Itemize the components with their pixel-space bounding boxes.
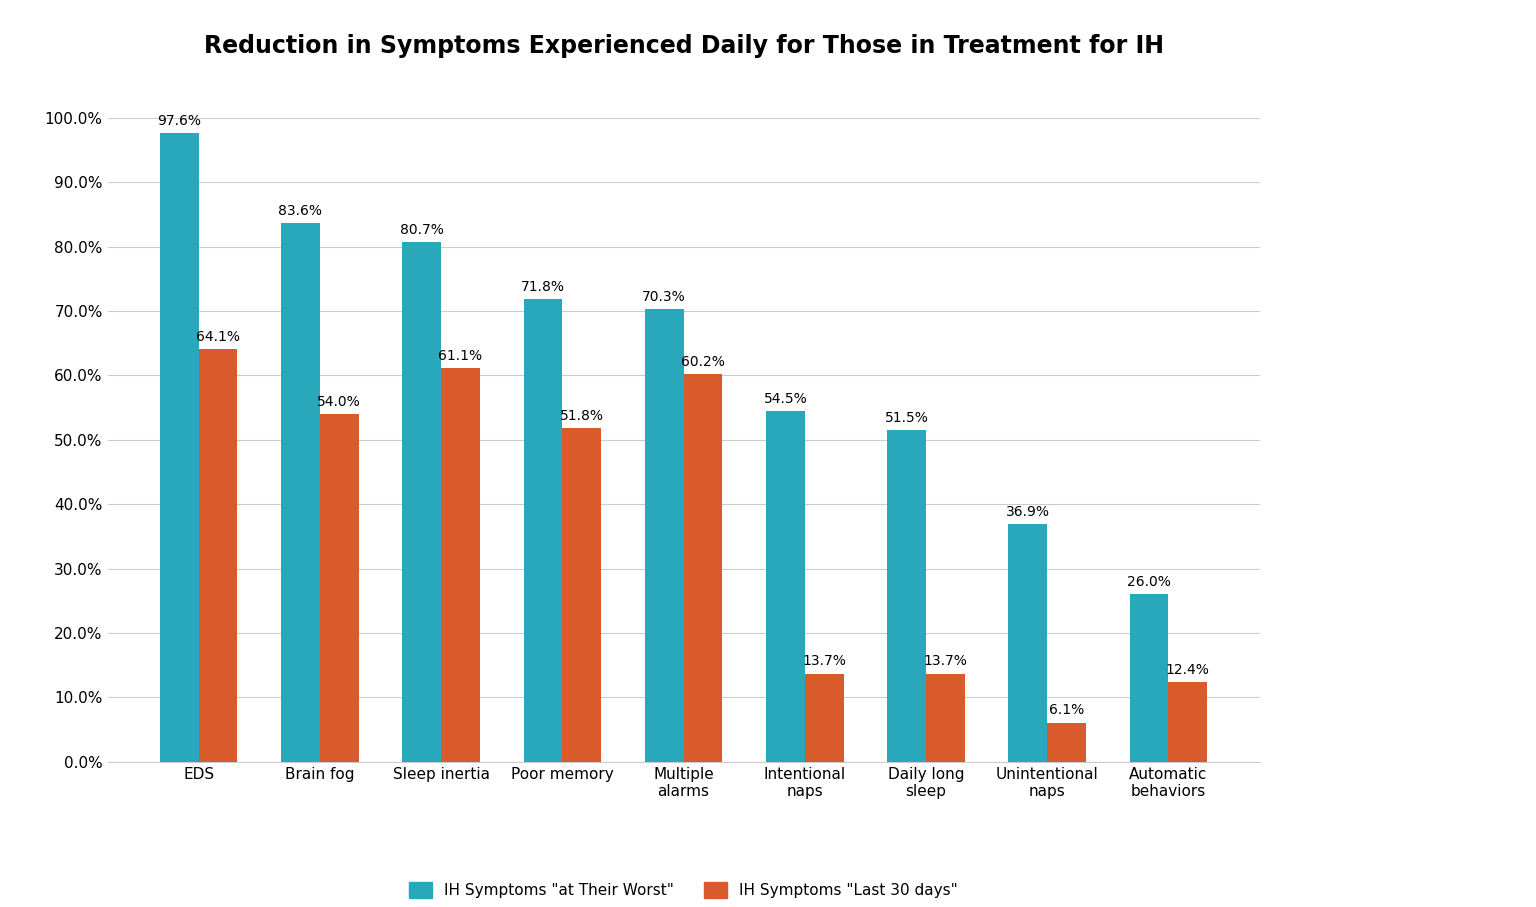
Text: 70.3%: 70.3% [642, 290, 687, 304]
Bar [1008, 524, 1048, 762]
Text: 13.7%: 13.7% [923, 655, 968, 668]
Bar [562, 428, 601, 762]
Text: 13.7%: 13.7% [802, 655, 846, 668]
Text: 64.1%: 64.1% [197, 330, 240, 344]
Text: 54.0%: 54.0% [318, 395, 361, 409]
Bar [402, 242, 441, 762]
Text: 60.2%: 60.2% [680, 355, 725, 369]
Bar [1129, 594, 1169, 762]
Text: 83.6%: 83.6% [278, 204, 323, 219]
Text: 36.9%: 36.9% [1006, 505, 1049, 519]
Bar [766, 411, 805, 762]
Bar [805, 674, 843, 762]
Bar [888, 430, 926, 762]
Text: 6.1%: 6.1% [1049, 704, 1084, 717]
Title: Reduction in Symptoms Experienced Daily for Those in Treatment for IH: Reduction in Symptoms Experienced Daily … [203, 34, 1164, 58]
Text: 26.0%: 26.0% [1127, 575, 1170, 590]
Text: 12.4%: 12.4% [1166, 663, 1210, 677]
Bar [684, 374, 722, 762]
Text: 80.7%: 80.7% [399, 223, 444, 237]
Text: 51.5%: 51.5% [885, 411, 928, 425]
Bar [319, 414, 359, 762]
Bar [281, 223, 319, 762]
Legend: IH Symptoms "at Their Worst", IH Symptoms "Last 30 days": IH Symptoms "at Their Worst", IH Symptom… [401, 874, 966, 906]
Text: 51.8%: 51.8% [559, 409, 604, 423]
Text: 97.6%: 97.6% [157, 114, 201, 128]
Bar [441, 368, 479, 762]
Bar [1048, 723, 1086, 762]
Bar [198, 349, 238, 762]
Bar [524, 299, 562, 762]
Bar [1169, 682, 1207, 762]
Bar [160, 133, 198, 762]
Text: 61.1%: 61.1% [438, 349, 482, 363]
Text: 54.5%: 54.5% [763, 392, 808, 405]
Text: 71.8%: 71.8% [521, 280, 565, 294]
Bar [645, 309, 684, 762]
Bar [926, 674, 965, 762]
